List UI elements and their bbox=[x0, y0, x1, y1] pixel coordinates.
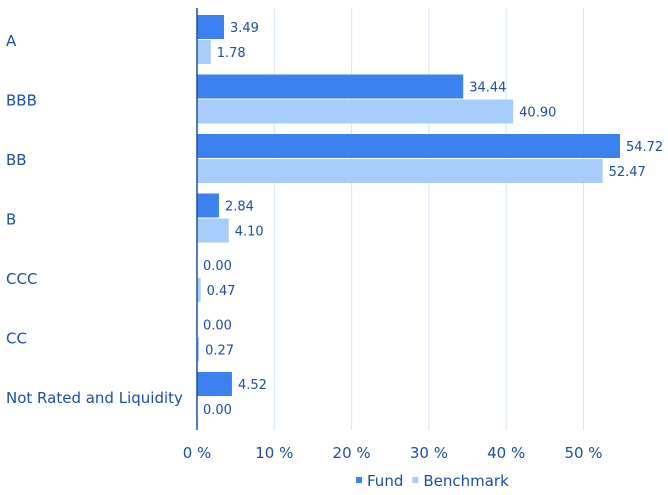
category-label: CCC bbox=[6, 270, 37, 288]
bar-fund bbox=[197, 372, 232, 396]
data-label: 4.52 bbox=[238, 378, 267, 393]
data-label: 1.78 bbox=[217, 46, 246, 61]
category-label: BB bbox=[6, 151, 27, 169]
data-label: 34.44 bbox=[469, 81, 506, 96]
category-label: Not Rated and Liquidity bbox=[6, 389, 183, 407]
data-label: 3.49 bbox=[230, 21, 259, 36]
x-tick-label: 30 % bbox=[410, 444, 448, 462]
category-label: A bbox=[6, 32, 17, 50]
data-label: 54.72 bbox=[626, 140, 663, 155]
bar-benchmark bbox=[197, 99, 514, 124]
x-tick-label: 0 % bbox=[183, 444, 212, 462]
data-label: 0.00 bbox=[203, 259, 232, 274]
data-label: 52.47 bbox=[609, 165, 646, 180]
legend-marker-benchmark bbox=[412, 477, 419, 483]
bar-fund bbox=[197, 134, 620, 158]
category-label: B bbox=[6, 211, 16, 229]
legend-label-benchmark: Benchmark bbox=[423, 472, 509, 490]
data-label: 40.90 bbox=[519, 106, 556, 121]
category-label: BBB bbox=[6, 92, 37, 110]
data-label: 0.00 bbox=[203, 403, 232, 418]
bar-fund bbox=[197, 74, 464, 99]
x-tick-label: 10 % bbox=[255, 444, 293, 462]
data-label: 2.84 bbox=[225, 200, 254, 215]
data-label: 4.10 bbox=[235, 225, 264, 240]
bar-benchmark bbox=[197, 218, 229, 243]
bar-benchmark bbox=[197, 337, 200, 362]
x-tick-label: 20 % bbox=[333, 444, 371, 462]
legend-marker-fund bbox=[356, 477, 362, 483]
legend-label-fund: Fund bbox=[367, 472, 403, 490]
x-tick-label: 50 % bbox=[564, 444, 602, 462]
bar-benchmark bbox=[197, 40, 211, 64]
data-label: 0.00 bbox=[203, 319, 232, 334]
data-label: 0.27 bbox=[205, 344, 234, 359]
bar-fund bbox=[197, 15, 224, 39]
category-label: CC bbox=[6, 330, 27, 348]
bar-benchmark bbox=[197, 278, 201, 302]
bar-benchmark bbox=[197, 159, 603, 183]
data-label: 0.47 bbox=[207, 284, 236, 299]
x-tick-label: 40 % bbox=[487, 444, 525, 462]
bar-fund bbox=[197, 193, 219, 218]
